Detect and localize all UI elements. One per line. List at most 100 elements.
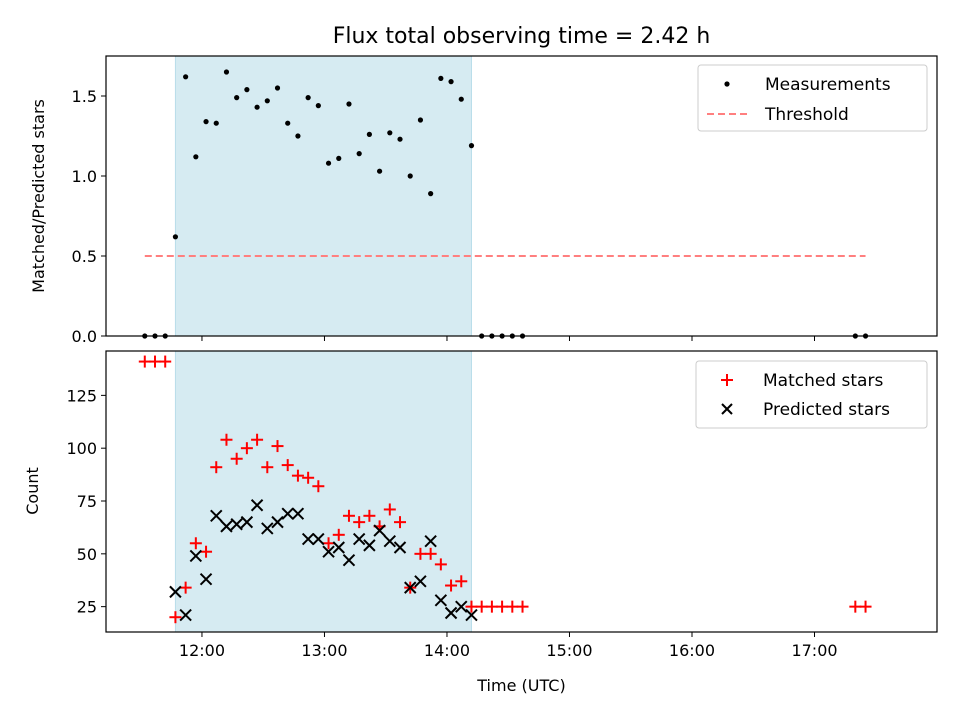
- y-tick-label: 75: [77, 492, 97, 511]
- measurement-point: [366, 131, 372, 137]
- matched-star-point: [465, 600, 478, 613]
- measurement-point: [254, 104, 260, 110]
- predicted-star-point: [199, 572, 213, 586]
- measurement-point: [285, 120, 291, 126]
- y-tick-label: 50: [77, 545, 97, 564]
- chart-title: Flux total observing time = 2.42 h: [333, 24, 711, 49]
- matched-star-point: [312, 480, 325, 493]
- matched-star-point: [230, 452, 243, 465]
- predicted-star-point: [230, 518, 243, 531]
- measurement-point: [468, 143, 475, 149]
- matched-star-point: [240, 442, 253, 455]
- measurement-point: [193, 154, 199, 160]
- measurement-point: [458, 96, 464, 102]
- measurement-point: [203, 119, 209, 125]
- matched-star-point: [859, 600, 872, 613]
- legend-measurements-label: Measurements: [765, 75, 891, 95]
- predicted-star-point: [322, 545, 335, 558]
- measurement-point: [356, 151, 362, 157]
- observing-window-shade: [174, 350, 472, 633]
- matched-star-point: [363, 509, 376, 522]
- measurement-point: [223, 69, 230, 75]
- x-tick-label: 16:00: [669, 641, 715, 660]
- predicted-star-point: [291, 507, 305, 520]
- predicted-star-point: [281, 507, 294, 520]
- measurement-point: [172, 234, 179, 240]
- predicted-star-point: [250, 499, 264, 512]
- matched-star-point: [271, 440, 284, 453]
- measurement-point: [397, 136, 403, 142]
- measurement-point: [407, 173, 413, 179]
- predicted-star-point: [393, 541, 407, 554]
- predicted-star-point: [363, 539, 376, 552]
- measurement-point: [428, 191, 434, 197]
- x-tick-label: 13:00: [301, 641, 347, 660]
- time-axis-label: Time (UTC): [476, 676, 565, 695]
- ratio-legend-box: [697, 64, 928, 132]
- matched-star-point: [424, 547, 437, 560]
- matched-star-point: [322, 537, 335, 550]
- matched-star-point: [291, 469, 304, 482]
- matched-star-point: [434, 558, 447, 571]
- measurement-point: [295, 133, 301, 139]
- predicted-star-point: [342, 553, 356, 567]
- measurement-point: [244, 87, 250, 93]
- measurement-point: [264, 98, 270, 104]
- count-legend-box: [695, 360, 928, 429]
- y-tick-label: 0.5: [72, 247, 97, 266]
- ratio-plot-frame: [105, 55, 938, 337]
- matched-star-point: [506, 600, 519, 613]
- ratio-y-axis-label: Matched/Predicted stars: [29, 99, 48, 293]
- measurement-point: [387, 130, 393, 136]
- legend-matched-marker: [721, 374, 733, 386]
- matched-star-point: [485, 600, 498, 613]
- matched-star-point: [138, 355, 151, 368]
- predicted-star-point: [240, 515, 254, 529]
- matched-star-point: [220, 433, 233, 446]
- predicted-star-point: [465, 608, 478, 622]
- measurement-point: [305, 95, 311, 101]
- matched-star-point: [159, 355, 172, 368]
- matched-star-point: [455, 575, 468, 588]
- matched-star-point: [475, 600, 488, 613]
- count-y-axis-label: Count: [23, 467, 42, 515]
- predicted-star-point: [301, 532, 315, 546]
- y-tick-label: 1.5: [72, 87, 97, 106]
- measurement-point: [346, 101, 352, 107]
- predicted-star-point: [179, 608, 192, 622]
- measurement-point: [438, 75, 444, 81]
- measurement-point: [315, 103, 321, 109]
- predicted-star-point: [383, 534, 397, 548]
- matched-star-point: [281, 459, 294, 472]
- measurement-point: [325, 160, 332, 166]
- matched-star-point: [332, 528, 345, 541]
- matched-star-point: [149, 355, 162, 368]
- ratio-legend: Measurements Threshold: [697, 64, 928, 132]
- matched-star-point: [394, 516, 407, 529]
- matched-star-point: [189, 537, 202, 550]
- predicted-star-point: [271, 515, 284, 529]
- measurement-point: [336, 155, 342, 161]
- matched-star-point: [169, 611, 182, 624]
- x-tick-label: 12:00: [179, 641, 225, 660]
- predicted-star-point: [455, 600, 468, 613]
- measurement-point: [417, 117, 424, 123]
- measurement-point: [234, 95, 240, 101]
- count-panel: 25 50 75 100 125 12:00 13:00 14:00 15:00 16:00 17…: [23, 350, 938, 695]
- matched-star-point: [383, 503, 396, 516]
- ratio-panel: 0.0 0.5 1.0 1.5 Flux total observing time =…: [29, 24, 938, 346]
- matched-star-point: [210, 461, 223, 474]
- matched-star-point: [251, 433, 264, 446]
- predicted-star-point: [169, 585, 182, 599]
- measurement-point: [376, 168, 383, 174]
- predicted-star-point: [261, 522, 274, 535]
- matched-star-point: [342, 509, 355, 522]
- predicted-star-point: [189, 549, 203, 563]
- legend-predicted-label: Predicted stars: [763, 400, 890, 420]
- matched-star-point: [496, 600, 509, 613]
- y-tick-label: 25: [77, 598, 97, 617]
- count-legend: Matched stars Predicted stars: [695, 360, 928, 429]
- predicted-star-point: [414, 575, 427, 588]
- y-tick-label: 1.0: [72, 167, 97, 186]
